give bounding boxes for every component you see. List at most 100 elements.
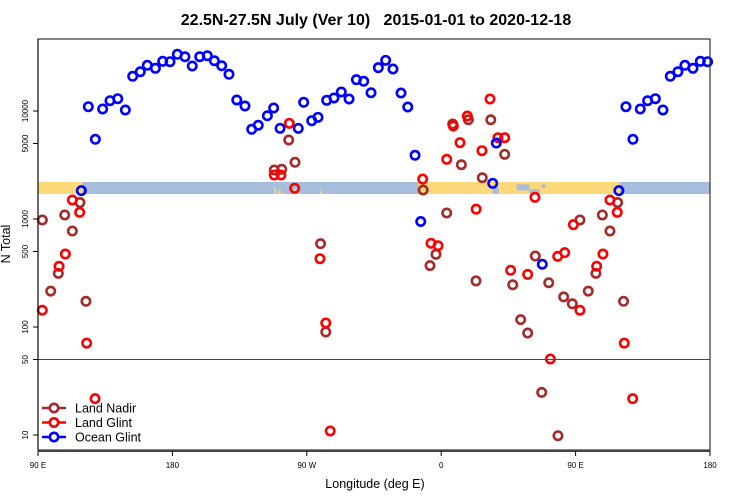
data-point-land-glint: [559, 247, 571, 259]
data-point-ocean-glint: [149, 62, 161, 74]
data-point-land-nadir: [582, 285, 594, 297]
data-point-land-glint: [627, 393, 639, 405]
data-point-land-glint: [567, 219, 579, 231]
data-point-ocean-glint: [687, 62, 699, 74]
data-point-ocean-glint: [365, 87, 377, 99]
data-point-land-nadir: [441, 207, 453, 219]
data-point-ocean-glint: [268, 102, 280, 114]
data-point-land-glint: [36, 304, 48, 316]
y-tick-label: 1000: [21, 210, 30, 228]
data-point-land-glint: [476, 145, 488, 157]
data-point-land-glint: [618, 337, 630, 349]
data-point-land-nadir: [618, 295, 630, 307]
data-point-ocean-glint: [261, 110, 273, 122]
data-point-land-glint: [470, 203, 482, 215]
data-point-land-glint: [461, 110, 473, 122]
y-tick-label: 5000: [21, 134, 30, 152]
data-point-land-nadir: [283, 134, 295, 146]
data-point-ocean-glint: [358, 75, 370, 87]
data-point-ocean-glint: [536, 258, 548, 270]
data-point-land-nadir: [424, 260, 436, 272]
data-point-land-glint: [441, 153, 453, 165]
data-point-ocean-glint: [627, 133, 639, 145]
data-point-land-nadir: [515, 314, 527, 326]
data-point-land-glint: [275, 169, 287, 181]
legend-item: Land Nadir: [42, 402, 136, 416]
chart-title: 22.5N-27.5N July (Ver 10) 2015-01-01 to …: [181, 12, 572, 29]
water-inlet: [516, 184, 530, 191]
data-point-ocean-glint: [657, 104, 669, 116]
data-point-land-nadir: [80, 295, 92, 307]
data-point-land-glint: [417, 173, 429, 185]
water-inlet: [541, 184, 546, 188]
data-point-ocean-glint: [415, 216, 427, 228]
data-point-ocean-glint: [112, 93, 124, 105]
legend-label: Land Nadir: [75, 402, 136, 416]
data-point-ocean-glint: [274, 122, 286, 134]
data-point-land-glint: [283, 117, 295, 129]
data-point-land-glint: [492, 132, 504, 144]
data-point-land-glint: [529, 191, 541, 203]
data-point-ocean-glint: [395, 87, 407, 99]
data-point-land-nadir: [417, 184, 429, 196]
data-point-ocean-glint: [89, 133, 101, 145]
data-point-land-glint: [432, 240, 444, 252]
data-point-ocean-glint: [292, 122, 304, 134]
data-point-ocean-glint: [208, 55, 220, 67]
x-tick-label: 90 E: [30, 461, 46, 470]
data-point-ocean-glint: [634, 103, 646, 115]
data-point-land-glint: [611, 206, 623, 218]
legend-item: Land Glint: [42, 416, 133, 430]
data-point-land-glint: [574, 304, 586, 316]
data-point-land-glint: [522, 268, 534, 280]
data-point-land-glint: [53, 260, 65, 272]
land-ocean-strip: [38, 182, 710, 194]
data-point-land-glint: [81, 337, 93, 349]
data-point-land-glint: [74, 206, 86, 218]
land-segment: [38, 182, 83, 194]
legend-item: Ocean Glint: [42, 431, 142, 445]
water-inlet: [529, 189, 540, 194]
data-point-land-glint: [320, 317, 332, 329]
data-point-ocean-glint: [372, 62, 384, 74]
data-point-land-nadir: [430, 248, 442, 260]
x-tick-label: 0: [439, 461, 444, 470]
x-tick-label: 90 E: [567, 461, 583, 470]
data-point-ocean-glint: [134, 66, 146, 78]
data-point-ocean-glint: [75, 185, 87, 197]
data-point-land-nadir: [596, 209, 608, 221]
data-point-ocean-glint: [216, 60, 228, 72]
data-point-ocean-glint: [82, 101, 94, 113]
data-point-land-glint: [59, 248, 71, 260]
land-segment: [274, 188, 277, 194]
data-point-ocean-glint: [672, 66, 684, 78]
y-tick-label: 10000: [21, 99, 30, 122]
data-point-land-glint: [597, 248, 609, 260]
data-point-land-nadir: [320, 326, 332, 338]
data-point-land-glint: [289, 182, 301, 194]
data-point-ocean-glint: [328, 92, 340, 104]
land-segment: [278, 190, 281, 194]
data-point-land-nadir: [552, 430, 564, 442]
data-point-ocean-glint: [231, 94, 243, 106]
legend-marker: [48, 402, 60, 414]
data-point-land-nadir: [45, 285, 57, 297]
x-tick-label: 180: [703, 461, 717, 470]
data-point-ocean-glint: [387, 63, 399, 75]
data-point-land-nadir: [507, 279, 519, 291]
data-point-land-glint: [499, 132, 511, 144]
data-point-ocean-glint: [239, 100, 251, 112]
data-point-land-glint: [484, 93, 496, 105]
y-axis-label: N Total: [0, 225, 13, 264]
legend-label: Land Glint: [75, 416, 133, 430]
data-point-land-glint: [447, 120, 459, 132]
data-point-ocean-glint: [649, 93, 661, 105]
data-point-ocean-glint: [702, 56, 714, 68]
data-point-ocean-glint: [613, 185, 625, 197]
data-point-ocean-glint: [664, 70, 676, 82]
data-point-land-glint: [324, 425, 336, 437]
legend-marker: [48, 416, 60, 428]
data-point-ocean-glint: [312, 111, 324, 123]
